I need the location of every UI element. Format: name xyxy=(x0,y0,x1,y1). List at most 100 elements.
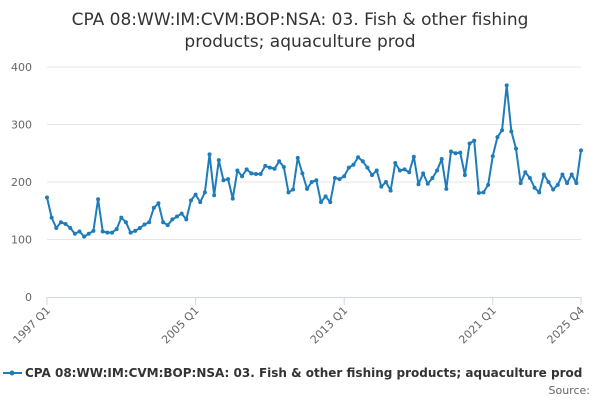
data-point[interactable] xyxy=(397,168,402,173)
data-point[interactable] xyxy=(207,152,212,157)
data-point[interactable] xyxy=(137,226,142,230)
data-point[interactable] xyxy=(407,170,412,175)
data-point[interactable] xyxy=(45,195,49,200)
data-point[interactable] xyxy=(258,171,263,176)
data-point[interactable] xyxy=(212,193,217,198)
data-point[interactable] xyxy=(63,221,68,226)
data-point[interactable] xyxy=(281,165,286,170)
data-point[interactable] xyxy=(54,226,59,230)
data-point[interactable] xyxy=(532,185,537,190)
data-point[interactable] xyxy=(472,138,477,143)
data-point[interactable] xyxy=(253,171,258,176)
data-point[interactable] xyxy=(249,171,254,176)
data-point[interactable] xyxy=(346,165,351,170)
data-point[interactable] xyxy=(147,220,152,225)
data-point[interactable] xyxy=(379,184,384,189)
data-point[interactable] xyxy=(165,223,170,228)
data-point[interactable] xyxy=(337,177,342,182)
data-point[interactable] xyxy=(332,175,337,180)
data-point[interactable] xyxy=(323,194,328,199)
data-point[interactable] xyxy=(286,190,291,195)
data-point[interactable] xyxy=(216,158,221,163)
data-point[interactable] xyxy=(462,173,467,178)
data-point[interactable] xyxy=(193,192,198,197)
data-point[interactable] xyxy=(161,220,166,225)
data-point[interactable] xyxy=(435,168,440,173)
data-point[interactable] xyxy=(72,231,77,236)
data-point[interactable] xyxy=(383,180,388,184)
data-point[interactable] xyxy=(356,155,361,160)
data-point[interactable] xyxy=(235,168,240,173)
data-point[interactable] xyxy=(291,187,296,192)
data-point[interactable] xyxy=(105,230,110,235)
data-point[interactable] xyxy=(96,197,101,202)
data-point[interactable] xyxy=(500,128,505,133)
data-point[interactable] xyxy=(305,186,310,191)
data-point[interactable] xyxy=(351,162,356,167)
data-point[interactable] xyxy=(100,229,105,234)
data-point[interactable] xyxy=(523,170,528,175)
data-point[interactable] xyxy=(365,165,370,170)
data-point[interactable] xyxy=(388,188,393,193)
legend[interactable]: CPA 08:WW:IM:CVM:BOP:NSA: 03. Fish & oth… xyxy=(3,366,582,380)
data-point[interactable] xyxy=(444,186,449,191)
data-point[interactable] xyxy=(360,159,365,164)
data-point[interactable] xyxy=(555,182,560,187)
data-point[interactable] xyxy=(49,215,54,220)
data-point[interactable] xyxy=(458,150,463,155)
data-point[interactable] xyxy=(300,171,305,176)
data-point[interactable] xyxy=(184,217,189,222)
data-point[interactable] xyxy=(481,190,486,195)
data-point[interactable] xyxy=(123,220,128,225)
data-point[interactable] xyxy=(551,187,556,192)
data-point[interactable] xyxy=(490,154,495,159)
data-point[interactable] xyxy=(68,226,73,230)
data-point[interactable] xyxy=(114,227,119,232)
data-point[interactable] xyxy=(230,196,235,201)
data-point[interactable] xyxy=(179,211,184,216)
data-point[interactable] xyxy=(128,230,133,235)
data-point[interactable] xyxy=(86,231,91,236)
data-point[interactable] xyxy=(374,168,379,173)
data-point[interactable] xyxy=(244,167,249,172)
data-point[interactable] xyxy=(277,159,282,164)
data-point[interactable] xyxy=(393,161,398,166)
data-point[interactable] xyxy=(240,174,245,179)
data-point[interactable] xyxy=(453,151,458,156)
data-point[interactable] xyxy=(421,171,426,176)
data-point[interactable] xyxy=(170,217,175,222)
data-point[interactable] xyxy=(518,181,523,186)
data-point[interactable] xyxy=(198,200,203,205)
data-point[interactable] xyxy=(411,154,416,159)
data-point[interactable] xyxy=(495,135,500,140)
data-point[interactable] xyxy=(226,177,231,182)
data-point[interactable] xyxy=(263,163,268,168)
data-point[interactable] xyxy=(574,181,579,186)
data-point[interactable] xyxy=(476,190,481,195)
data-point[interactable] xyxy=(110,230,115,235)
data-point[interactable] xyxy=(175,214,180,219)
data-point[interactable] xyxy=(439,157,444,161)
data-point[interactable] xyxy=(565,181,570,186)
data-point[interactable] xyxy=(448,149,453,154)
data-point[interactable] xyxy=(416,182,421,187)
data-point[interactable] xyxy=(119,215,124,220)
data-point[interactable] xyxy=(318,200,323,205)
data-point[interactable] xyxy=(569,172,574,177)
data-point[interactable] xyxy=(579,148,583,153)
data-point[interactable] xyxy=(509,129,514,134)
data-point[interactable] xyxy=(425,181,430,186)
data-point[interactable] xyxy=(504,83,509,88)
data-point[interactable] xyxy=(295,155,300,160)
data-point[interactable] xyxy=(156,201,161,206)
data-point[interactable] xyxy=(328,200,333,205)
data-point[interactable] xyxy=(309,180,314,184)
data-point[interactable] xyxy=(314,178,319,183)
data-point[interactable] xyxy=(133,228,138,233)
data-point[interactable] xyxy=(560,172,565,177)
data-point[interactable] xyxy=(151,205,156,210)
data-point[interactable] xyxy=(486,182,491,187)
data-point[interactable] xyxy=(91,228,96,233)
data-point[interactable] xyxy=(272,166,277,171)
data-point[interactable] xyxy=(527,175,532,180)
